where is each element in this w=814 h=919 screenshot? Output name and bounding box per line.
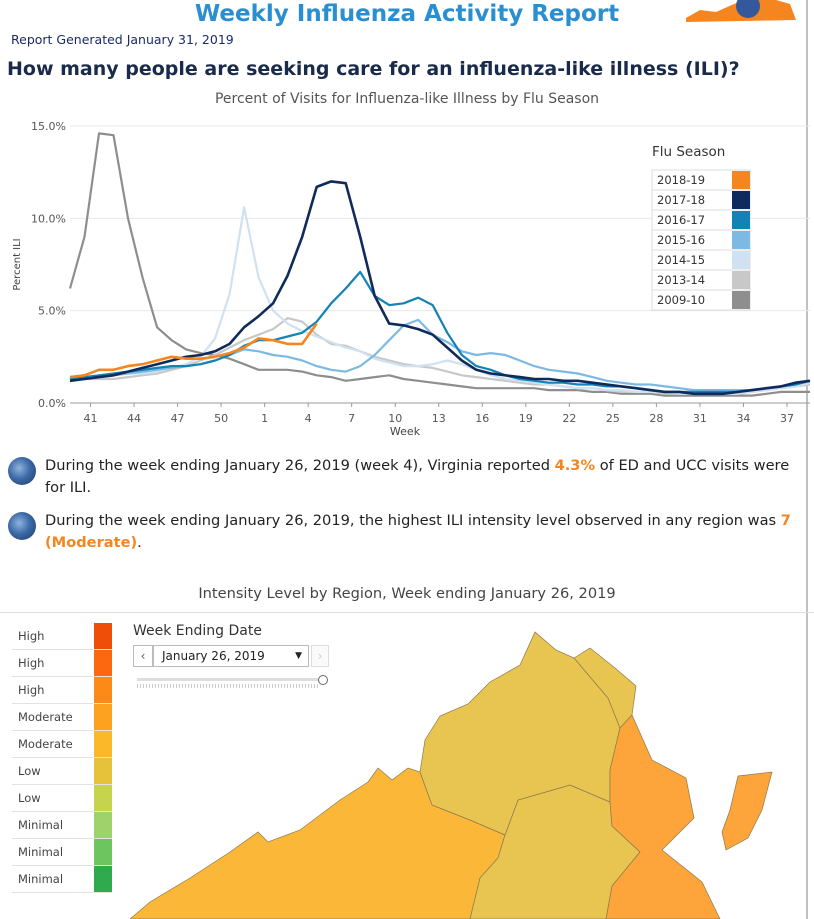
- legend-swatch: [94, 866, 112, 892]
- x-tick-label: 37: [780, 412, 794, 425]
- x-tick-label: 25: [606, 412, 620, 425]
- legend-swatch: [94, 677, 112, 703]
- x-tick-label: 31: [693, 412, 707, 425]
- x-tick-label: 4: [305, 412, 312, 425]
- legend-swatch: [94, 758, 112, 784]
- series-line-2015-16: [70, 318, 811, 392]
- week-slider-track[interactable]: [137, 678, 320, 681]
- legend-item: High: [12, 650, 112, 677]
- x-tick-label: 7: [348, 412, 355, 425]
- legend-label: 2017-18: [657, 193, 705, 207]
- x-tick-label: 19: [519, 412, 533, 425]
- legend-label: 2013-14: [657, 273, 705, 287]
- x-tick-label: 44: [127, 412, 141, 425]
- report-title: Weekly Influenza Activity Report: [194, 1, 620, 27]
- ili-statistic-text: During the week ending January 26, 2019 …: [45, 457, 790, 496]
- flu-virus-icon: [8, 512, 36, 540]
- legend-label: 2015-16: [657, 233, 705, 247]
- map-title: Intensity Level by Region, Week ending J…: [198, 585, 616, 602]
- legend-label: 2014-15: [657, 253, 705, 267]
- legend-item: Moderate: [12, 704, 112, 731]
- legend-item: Moderate: [12, 731, 112, 758]
- week-ending-dropdown[interactable]: January 26, 2019 ▼: [153, 645, 309, 667]
- x-tick-label: 41: [84, 412, 98, 425]
- week-filter-label: Week Ending Date: [133, 623, 262, 639]
- legend-item: High: [12, 623, 112, 650]
- legend-label: 2018-19: [657, 173, 705, 187]
- week-slider-handle[interactable]: [318, 675, 328, 685]
- legend-item: Low: [12, 785, 112, 812]
- x-tick-label: 34: [736, 412, 750, 425]
- legend-swatch: [732, 271, 750, 289]
- legend-swatch: [732, 211, 750, 229]
- y-axis-label: Percent ILI: [12, 238, 23, 290]
- legend-title: Flu Season: [652, 144, 725, 160]
- intensity-level-value: 7 (Moderate): [45, 512, 791, 551]
- intensity-statistic-text: During the week ending January 26, 2019,…: [45, 512, 791, 551]
- legend-swatch: [94, 650, 112, 676]
- x-tick-label: 16: [475, 412, 489, 425]
- virginia-region-map: [129, 631, 773, 919]
- y-tick-label: 5.0%: [38, 305, 66, 318]
- legend-swatch: [94, 704, 112, 730]
- x-tick-label: 28: [649, 412, 663, 425]
- ili-statistic: During the week ending January 26, 2019 …: [8, 455, 808, 501]
- x-tick-label: 1: [261, 412, 268, 425]
- dropdown-arrow-icon: ▼: [295, 651, 302, 661]
- series-line-2009-10: [68, 132, 810, 397]
- legend-swatch: [94, 812, 112, 838]
- region-eastern[interactable]: [605, 714, 721, 919]
- ili-percent-value: 4.3%: [554, 457, 596, 474]
- legend-swatch: [732, 191, 750, 209]
- legend-swatch: [732, 291, 750, 309]
- legend-label: 2009-10: [657, 293, 705, 307]
- legend-item: Minimal: [12, 866, 112, 893]
- x-tick-label: 22: [562, 412, 576, 425]
- y-tick-label: 0.0%: [38, 397, 66, 410]
- week-slider-ticks: [137, 684, 320, 688]
- region-eastern-shore[interactable]: [721, 771, 773, 851]
- legend-swatch: [732, 251, 750, 269]
- y-tick-label: 15.0%: [31, 120, 66, 133]
- legend-swatch: [732, 231, 750, 249]
- legend-swatch: [94, 623, 112, 649]
- legend-item: Minimal: [12, 812, 112, 839]
- region-northern[interactable]: [573, 647, 637, 729]
- x-tick-label: 10: [388, 412, 402, 425]
- legend-label: 2016-17: [657, 213, 705, 227]
- series-line-2018-19: [69, 322, 318, 379]
- legend-item: High: [12, 677, 112, 704]
- virginia-logo-icon: [686, 0, 796, 22]
- legend-swatch: [732, 171, 750, 189]
- x-tick-label: 13: [432, 412, 446, 425]
- section-divider: [0, 612, 814, 613]
- report-date: Report Generated January 31, 2019: [11, 32, 234, 47]
- x-tick-label: 47: [171, 412, 185, 425]
- y-tick-label: 10.0%: [31, 212, 66, 225]
- legend-swatch: [94, 785, 112, 811]
- next-week-button[interactable]: ›: [311, 645, 329, 667]
- intensity-legend: High High High Moderate Moderate Low Low…: [12, 623, 112, 893]
- flu-virus-icon: [8, 457, 36, 485]
- intensity-statistic: During the week ending January 26, 2019,…: [8, 510, 808, 556]
- legend-swatch: [94, 731, 112, 757]
- chart-title: Percent of Visits for Influenza-like Ill…: [214, 91, 600, 107]
- legend-item: Minimal: [12, 839, 112, 866]
- series-line-2013-14: [70, 317, 811, 395]
- legend-item: Low: [12, 758, 112, 785]
- legend-swatch: [94, 839, 112, 865]
- previous-week-button[interactable]: ‹: [133, 645, 153, 667]
- section-question: How many people are seeking care for an …: [7, 58, 740, 80]
- window-right-border: [806, 0, 808, 919]
- ili-line-chart: 0.0%5.0%10.0%15.0%Percent ILI 41 44 47 50 1 4…: [12, 120, 811, 438]
- x-tick-label: 50: [214, 412, 228, 425]
- x-axis-label: Week: [390, 425, 421, 438]
- series-line-2017-18: [69, 180, 811, 396]
